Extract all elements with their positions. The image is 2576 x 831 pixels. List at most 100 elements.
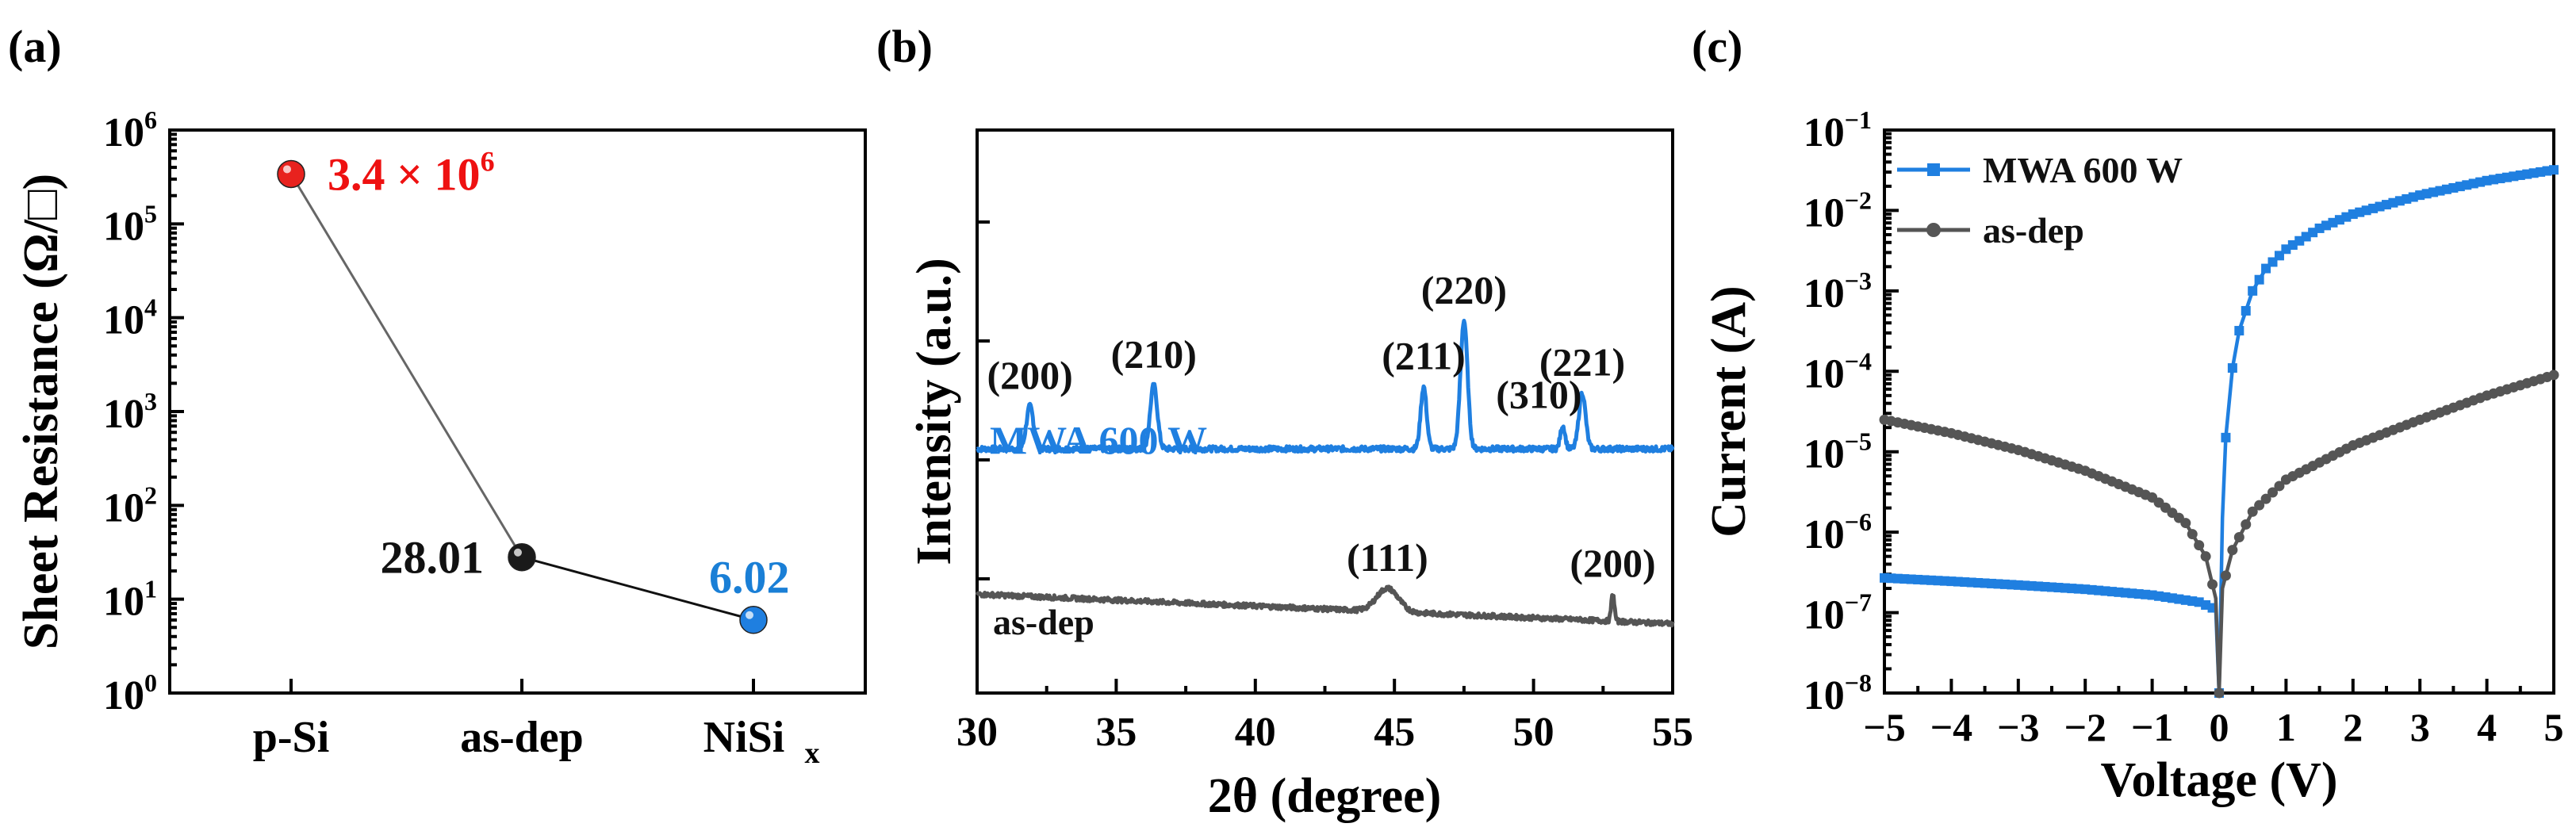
data-marker [2180, 518, 2191, 529]
y-tick-label: 102 [103, 481, 157, 530]
y-tick-label-base: 10 [103, 204, 144, 249]
y-tick-label: 103 [103, 387, 157, 437]
data-marker [2267, 487, 2279, 498]
y-tick-label-base: 10 [1804, 190, 1845, 236]
y-tick-label-base: 10 [1804, 432, 1845, 477]
panel-b: (b) 30 35 40 45 50 55 2θ (degree) Intensity (… [876, 21, 1693, 823]
peak-label: (200) [1570, 541, 1655, 585]
y-tick-label: 10−5 [1804, 427, 1872, 477]
data-marker [2548, 370, 2559, 381]
x-tick-label: 40 [1235, 710, 1276, 755]
y-tick-label-base: 10 [103, 392, 144, 437]
y-tick-label: 10−8 [1804, 668, 1872, 718]
series-label-as-dep: as-dep [993, 602, 1094, 642]
panel-c-x-ticks: −5 −4 −3 −2 −1 0 1 2 3 4 5 [1863, 679, 2564, 749]
y-tick-label: 10−1 [1804, 105, 1872, 155]
panel-a-x-ticks: p-Si as-dep NiSi x [253, 679, 820, 770]
data-point-highlight [283, 165, 291, 174]
series-line-as-dep [1884, 373, 2555, 695]
x-tick-label: −3 [1997, 705, 2040, 749]
series-line-as-dep [975, 584, 1675, 628]
data-label: 3.4 × 106 [328, 145, 495, 200]
y-tick-label-base: 10 [103, 298, 144, 343]
data-marker [2248, 285, 2258, 296]
x-tick-label: 0 [2210, 705, 2229, 749]
panel-c: (c) 10−810−710−610−510−410−310−210−1 −5−… [1692, 21, 2564, 807]
x-tick-label: −1 [2131, 705, 2174, 749]
y-tick-label-base: 10 [103, 485, 144, 530]
x-tick-label: −2 [2064, 705, 2106, 749]
y-tick-label-exp: −8 [1845, 668, 1872, 697]
data-marker [2221, 432, 2231, 442]
y-tick-label: 10−7 [1804, 588, 1872, 638]
data-marker [2233, 532, 2244, 543]
data-label-base: 28.01 [381, 532, 485, 584]
data-marker [2402, 193, 2412, 204]
x-tick-label: −5 [1863, 705, 1906, 749]
x-tick-label: 55 [1652, 710, 1693, 755]
legend-mwa-marker [1927, 163, 1940, 176]
data-marker [2227, 545, 2238, 556]
y-tick-label-base: 10 [103, 580, 144, 625]
x-tick-label: −4 [1930, 705, 1973, 749]
peak-label: (221) [1539, 340, 1625, 385]
data-label: 6.02 [709, 552, 790, 603]
data-marker [2549, 165, 2559, 175]
y-tick-label-exp: 5 [144, 199, 157, 228]
y-tick-label: 10−4 [1804, 347, 1872, 396]
x-tick-label: 1 [2276, 705, 2296, 749]
panel-b-x-axis-label: 2θ (degree) [1208, 769, 1442, 823]
data-marker [2254, 500, 2265, 511]
y-tick-label: 104 [103, 293, 157, 343]
x-tick-label: 4 [2477, 705, 2497, 749]
data-marker [2241, 305, 2251, 316]
x-tick-label: p-Si [253, 713, 330, 762]
x-tick-label: 45 [1374, 710, 1415, 755]
peak-label: (220) [1421, 267, 1507, 312]
data-label-exp: 6 [481, 145, 495, 177]
peak-label: (200) [987, 353, 1072, 397]
peak-label: (310) [1496, 373, 1581, 417]
y-tick-label-exp: 2 [144, 481, 157, 509]
y-tick-label-base: 10 [1804, 673, 1845, 718]
y-tick-label-base: 10 [1804, 593, 1845, 638]
legend-mwa-label: MWA 600 W [1983, 150, 2183, 190]
data-marker [2247, 506, 2258, 517]
y-tick-label-exp: −7 [1845, 588, 1872, 617]
x-tick-label: 35 [1095, 710, 1137, 755]
y-tick-label-exp: −2 [1845, 186, 1872, 214]
y-tick-label-base: 10 [1804, 110, 1845, 155]
data-marker [2187, 529, 2198, 540]
data-marker [2220, 570, 2231, 581]
data-marker [2194, 540, 2205, 551]
data-marker [2254, 274, 2264, 285]
panel-c-y-axis-label: Current (A) [1702, 285, 1756, 537]
y-tick-label-exp: −6 [1845, 507, 1872, 536]
peak-label: (211) [1382, 334, 1466, 378]
data-point [508, 542, 536, 572]
data-point-highlight [746, 611, 753, 619]
data-point-highlight [514, 548, 522, 557]
x-tick-label: 2 [2343, 705, 2363, 749]
data-label-base: 3.4 × 10 [328, 148, 481, 200]
y-tick-label-base: 10 [103, 673, 144, 718]
x-tick-label: 5 [2544, 705, 2564, 749]
series-markers-mwa [1880, 165, 2559, 698]
series-line-mwa [976, 319, 1675, 454]
y-tick-label-exp: −4 [1845, 347, 1872, 375]
y-tick-label-exp: 4 [144, 293, 157, 322]
x-tick-label-subscript: x [805, 737, 820, 770]
data-point [739, 605, 768, 634]
data-marker [2227, 363, 2237, 373]
connector-line [289, 173, 523, 558]
legend-asdep-marker [1926, 223, 1941, 237]
panel-c-x-axis-label: Voltage (V) [2100, 753, 2337, 807]
data-marker [2200, 551, 2211, 562]
y-tick-label-exp: −5 [1845, 427, 1872, 456]
y-tick-label: 10−6 [1804, 507, 1872, 557]
y-tick-label-base: 10 [103, 110, 144, 155]
y-tick-label-base: 10 [1804, 271, 1845, 316]
